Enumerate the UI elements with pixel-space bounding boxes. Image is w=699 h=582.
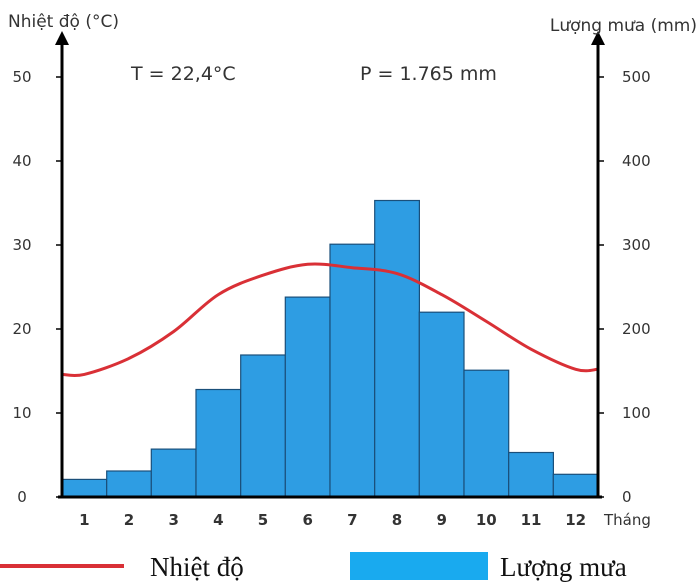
month-label: 11 <box>521 511 542 529</box>
right-tick-label: 0 <box>622 488 632 506</box>
month-label: 6 <box>302 511 312 529</box>
left-tick-label: 10 <box>12 404 31 422</box>
rainfall-bar <box>61 478 108 498</box>
rainfall-bar <box>552 473 599 498</box>
left-tick-label: 0 <box>17 488 27 506</box>
legend-rainfall-label: Lượng mưa <box>500 552 627 582</box>
month-label: 5 <box>258 511 268 529</box>
month-label: 10 <box>476 511 497 529</box>
left-tick-label: 50 <box>12 68 31 86</box>
x-axis-title: Tháng <box>603 511 651 529</box>
temperature-line <box>61 262 599 378</box>
rainfall-bar <box>284 296 331 498</box>
right-axis-arrow <box>591 31 605 45</box>
right-tick-label: 100 <box>622 404 651 422</box>
rainfall-bar <box>418 311 465 498</box>
left-tick-label: 40 <box>12 152 31 170</box>
rainfall-bar <box>195 388 242 498</box>
month-label: 7 <box>347 511 357 529</box>
rainfall-bars <box>61 199 599 498</box>
month-label: 3 <box>168 511 178 529</box>
rainfall-bar <box>463 369 510 498</box>
right-tick-label: 500 <box>622 68 651 86</box>
month-label: 8 <box>392 511 402 529</box>
x-axis-ticks: 1 2 3 4 5 6 7 8 9 10 11 12 <box>79 511 586 529</box>
left-axis-arrow <box>55 31 69 45</box>
rainfall-bar <box>508 451 555 498</box>
right-axis-title: Lượng mưa (mm) <box>550 16 697 36</box>
right-tick-label: 400 <box>622 152 651 170</box>
legend-rainfall-swatch <box>350 552 488 580</box>
rainfall-bar <box>374 199 421 498</box>
right-axis-ticks: 0 100 200 300 400 500 <box>598 68 651 506</box>
rainfall-bar <box>329 243 376 498</box>
right-tick-label: 300 <box>622 236 651 254</box>
right-tick-label: 200 <box>622 320 651 338</box>
month-label: 2 <box>124 511 134 529</box>
month-label: 1 <box>79 511 89 529</box>
left-axis-ticks: 0 10 20 30 40 50 <box>12 68 62 506</box>
temperature-annotation: T = 22,4°C <box>130 63 236 85</box>
month-label: 9 <box>436 511 446 529</box>
rainfall-bar <box>240 354 286 498</box>
legend-temperature-label: Nhiệt độ <box>150 552 244 582</box>
month-label: 12 <box>565 511 586 529</box>
rainfall-annotation: P = 1.765 mm <box>360 63 497 85</box>
month-label: 4 <box>213 511 223 529</box>
rainfall-bar <box>150 448 197 498</box>
left-tick-label: 20 <box>12 320 31 338</box>
left-axis-title: Nhiệt độ (°C) <box>8 12 119 32</box>
rainfall-bar <box>106 470 152 498</box>
left-tick-label: 30 <box>12 236 31 254</box>
